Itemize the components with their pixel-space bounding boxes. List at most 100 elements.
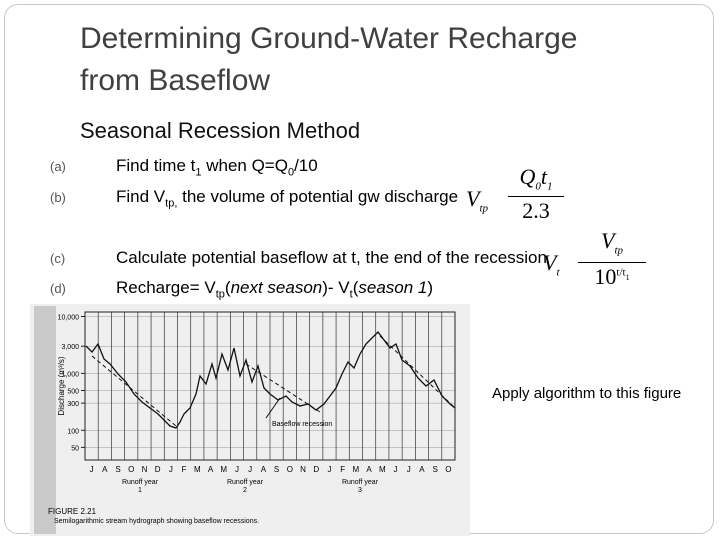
- step: (b) Find Vtp, the volume of potential gw …: [50, 187, 458, 209]
- month-label: J: [90, 465, 94, 474]
- month-label: S: [274, 465, 279, 474]
- text-part: Recharge= V: [116, 278, 216, 297]
- month-label: J: [169, 465, 173, 474]
- text-part: (: [352, 278, 359, 297]
- text-part: ): [427, 278, 434, 297]
- plot-frame: [84, 311, 456, 461]
- month-label: O: [287, 465, 293, 474]
- month-label: J: [248, 465, 252, 474]
- text-part: t: [349, 288, 353, 301]
- month-label: A: [102, 465, 108, 474]
- runoff-year-number: 2: [243, 487, 247, 494]
- text-part: Calculate potential baseflow at t, the e…: [116, 248, 547, 267]
- title: from Baseflow: [80, 64, 271, 97]
- formula-lhs: Vt: [543, 250, 560, 278]
- month-label: O: [128, 465, 134, 474]
- subtitle: Seasonal Recession Method: [80, 118, 361, 143]
- fraction-bar: [508, 196, 564, 197]
- month-label: D: [313, 465, 319, 474]
- caption-title: FIGURE 2.21: [48, 507, 97, 516]
- month-label: J: [407, 465, 411, 474]
- month-label: S: [115, 465, 120, 474]
- runoff-year-label: Runoff year: [227, 479, 264, 486]
- text-part: Find V: [116, 187, 166, 206]
- figure: Discharge (m³/s) Baseflow recession FIGU…: [30, 304, 470, 536]
- hydrograph-line: [85, 331, 456, 429]
- text-part: t/t: [616, 266, 626, 279]
- month-label: F: [340, 465, 345, 474]
- month-label: F: [182, 465, 187, 474]
- formula-subscript: t: [556, 266, 560, 279]
- step-marker: (d): [50, 281, 66, 296]
- month-label: N: [142, 465, 148, 474]
- month-label: M: [353, 465, 360, 474]
- formula-lhs: Vtp: [466, 186, 488, 214]
- formula-subscript: tp: [479, 202, 489, 215]
- runoff-year-label: Runoff year: [122, 479, 159, 486]
- text-part: 2.3: [522, 198, 550, 223]
- text-part: tp,: [165, 197, 178, 210]
- numerator: Vtp: [582, 228, 642, 256]
- y-tick-label: 50: [71, 445, 79, 452]
- runoff-year-number: 3: [358, 487, 362, 494]
- note: Apply algorithm to this figure: [492, 385, 682, 402]
- month-label: O: [445, 465, 451, 474]
- text-part: V: [600, 228, 615, 253]
- step-marker: (a): [50, 159, 66, 174]
- runoff-year-number: 1: [138, 487, 142, 494]
- fraction-bar: [578, 262, 646, 263]
- y-tick-label: 1,000: [61, 371, 79, 378]
- text-part: season 1: [358, 278, 428, 297]
- y-tick-label: 10,000: [58, 315, 80, 322]
- recession-line: [379, 335, 456, 409]
- y-tick-label: 100: [67, 428, 79, 435]
- y-tick-label: 3,000: [61, 344, 79, 351]
- step: (c) Calculate potential baseflow at t, th…: [50, 248, 547, 268]
- month-label: J: [235, 465, 239, 474]
- text-part: )- V: [322, 278, 350, 297]
- annotation: Baseflow recession: [272, 421, 332, 428]
- month-label: M: [220, 465, 227, 474]
- formula-symbol: V: [466, 186, 480, 211]
- month-label: A: [366, 465, 372, 474]
- caption: Semilogarithmic stream hydrograph showin…: [54, 518, 259, 525]
- month-label: A: [208, 465, 214, 474]
- text-part: tp: [215, 288, 225, 301]
- month-label: A: [261, 465, 267, 474]
- text-part: t: [540, 164, 547, 189]
- annotation-pointer: [265, 397, 281, 419]
- y-axis-label: Discharge (m³/s): [57, 356, 66, 415]
- month-label: S: [433, 465, 438, 474]
- text-part: 1: [195, 166, 202, 179]
- month-label: M: [194, 465, 201, 474]
- month-label: J: [327, 465, 331, 474]
- denominator: 2.3: [512, 198, 560, 224]
- title: Determining Ground-Water Recharge: [80, 22, 578, 55]
- y-tick-label: 500: [67, 389, 79, 396]
- month-label: A: [419, 465, 425, 474]
- month-label: M: [379, 465, 386, 474]
- step-marker: (c): [50, 251, 66, 266]
- text-part: 0: [535, 180, 541, 193]
- text-part: next season: [230, 278, 323, 297]
- month-label: D: [155, 465, 161, 474]
- text-part: /10: [294, 156, 318, 175]
- formula-symbol: V: [543, 250, 557, 275]
- step: (a) Find time t1 when Q=Q0/10: [50, 156, 318, 178]
- text-part: 10: [594, 264, 617, 289]
- text-part: when Q=Q: [201, 156, 288, 175]
- runoff-year-label: Runoff year: [342, 479, 379, 486]
- recession-line: [91, 355, 177, 427]
- month-label: J: [394, 465, 398, 474]
- text-part: 1: [625, 272, 630, 282]
- text-part: Find time t: [116, 156, 196, 175]
- text-part: Q: [519, 164, 536, 189]
- step: (d) Recharge= Vtp(next season)- Vt(season…: [50, 278, 433, 300]
- numerator: Q0t1: [512, 164, 560, 192]
- text-part: 0: [287, 166, 295, 179]
- y-tick-label: 300: [67, 401, 79, 408]
- text-part: 1: [547, 180, 553, 193]
- recession-line: [245, 363, 321, 413]
- scan-edge: [34, 306, 56, 534]
- text-part: tp: [614, 244, 623, 257]
